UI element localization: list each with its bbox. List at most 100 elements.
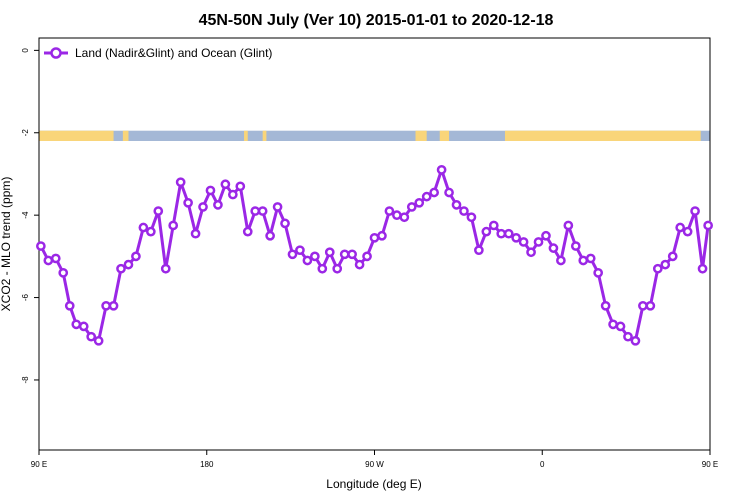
data-point (703, 220, 713, 231)
data-point (384, 206, 395, 216)
data-point (511, 232, 522, 243)
data-point (101, 300, 111, 311)
data-point (332, 263, 343, 274)
data-point (257, 206, 268, 216)
x-axis: 90 E 180 90 W 0 90 E (31, 450, 718, 469)
data-point (198, 202, 208, 212)
data-point (675, 222, 686, 233)
series-land-ocean (36, 164, 713, 346)
data-point (168, 220, 179, 231)
data-point (421, 191, 432, 202)
data-point (86, 331, 97, 342)
y-tick-label: -4 (21, 211, 30, 219)
land-segment (439, 130, 450, 141)
y-tick-label: -8 (21, 376, 30, 384)
data-point (585, 253, 596, 264)
data-point (78, 321, 89, 332)
data-point (369, 232, 380, 243)
data-point (488, 220, 499, 231)
data-point (64, 300, 75, 311)
data-point (526, 247, 536, 258)
data-point (302, 255, 313, 266)
x-tick-label: 0 (540, 460, 545, 469)
land-segment (244, 130, 248, 141)
data-point (324, 247, 335, 258)
y-tick-label: -2 (21, 129, 30, 137)
data-point (310, 251, 320, 262)
data-point (295, 245, 305, 256)
data-point (71, 319, 82, 330)
data-point (541, 230, 551, 241)
data-point (690, 206, 700, 216)
data-point (272, 202, 283, 212)
data-point (108, 300, 119, 311)
data-point (190, 228, 201, 239)
data-point (58, 267, 69, 278)
data-point (280, 218, 290, 229)
land-segment (415, 130, 427, 141)
data-point (265, 230, 275, 241)
data-point (220, 179, 231, 190)
data-point (608, 319, 618, 330)
data-point (444, 187, 454, 198)
data-point (630, 335, 641, 346)
data-point (615, 321, 626, 332)
y-tick-label: -6 (21, 293, 30, 301)
data-point (205, 185, 216, 196)
data-point (578, 255, 589, 266)
land-segment (122, 130, 129, 141)
data-point (563, 220, 574, 231)
data-point (339, 249, 350, 260)
data-point (131, 251, 141, 262)
data-point (116, 263, 126, 274)
data-point (213, 200, 223, 210)
series-line (39, 168, 710, 343)
data-point (287, 249, 298, 260)
data-point (50, 253, 61, 264)
data-point (503, 228, 514, 239)
data-point (593, 267, 604, 278)
data-point (556, 255, 566, 266)
land-segment (504, 130, 701, 141)
x-tick-label: 90 W (365, 460, 384, 469)
land-segment (262, 130, 267, 141)
x-tick-label: 90 E (702, 460, 718, 469)
data-point (93, 335, 104, 346)
data-point (347, 249, 357, 260)
data-point (317, 263, 328, 274)
data-point (459, 206, 469, 216)
data-point (429, 187, 439, 198)
data-point (600, 300, 611, 311)
data-point (392, 210, 402, 221)
data-point (481, 226, 492, 237)
data-point (667, 251, 678, 262)
data-point (645, 300, 656, 311)
data-point (153, 206, 164, 216)
data-point (518, 237, 529, 247)
data-point (406, 202, 417, 212)
x-tick-label: 90 E (31, 460, 47, 469)
data-point (138, 222, 149, 233)
data-point (660, 259, 671, 270)
data-point (682, 226, 693, 237)
data-point (399, 212, 410, 223)
y-axis-label: XCO2 - MLO trend (ppm) (0, 177, 13, 312)
chart-title: 45N-50N July (Ver 10) 2015-01-01 to 2020… (199, 12, 554, 29)
legend: Land (Nadir&Glint) and Ocean (Glint) (44, 46, 272, 60)
data-point (183, 197, 193, 208)
data-point (377, 230, 387, 241)
data-point (354, 259, 365, 270)
data-point (250, 206, 261, 216)
data-point (697, 263, 708, 274)
data-point (474, 245, 484, 256)
x-tick-label: 180 (200, 460, 214, 469)
data-point (227, 189, 238, 200)
data-point (652, 263, 663, 274)
data-point (43, 255, 54, 266)
legend-marker (50, 47, 62, 59)
data-point (533, 237, 544, 247)
data-point (235, 181, 246, 192)
data-point (362, 251, 372, 262)
data-point (242, 226, 253, 237)
